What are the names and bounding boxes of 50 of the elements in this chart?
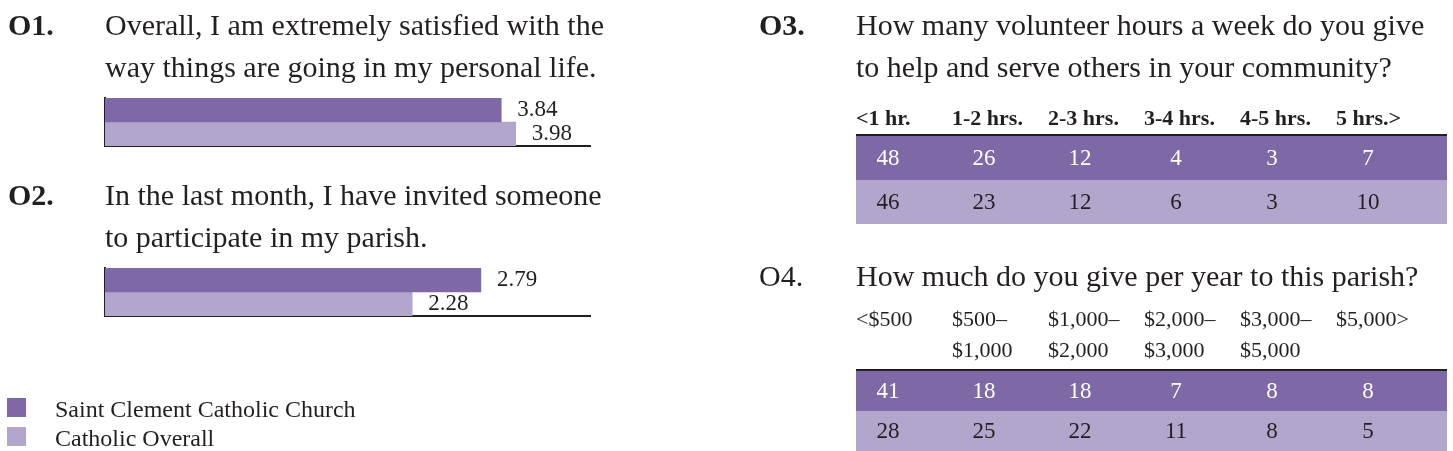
category-label: 1-2 hrs. [952, 104, 1024, 132]
data-label: 2.28 [428, 290, 469, 316]
data-label: 4 [1169, 144, 1183, 172]
data-label: 3 [1265, 188, 1279, 216]
legend-label: Catholic Overall [55, 425, 215, 451]
category-label: $2,000–$3,000 [1144, 305, 1217, 364]
data-label: 18 [1067, 377, 1093, 405]
category-label: <1 hr. [856, 104, 912, 132]
text: How many volunteer hours a week do you give to help and serve others in your community? [856, 7, 1426, 85]
text: How much do you give per year to this parish? [856, 258, 1420, 294]
category-label: $5,000> [1336, 305, 1410, 333]
category-label: 2-3 hrs. [1048, 104, 1120, 132]
data-label: 23 [971, 188, 997, 216]
data-label: 3.98 [531, 120, 572, 146]
category-label: $500–$1,000 [952, 305, 1014, 364]
chart-title: O2. [8, 177, 54, 213]
data-label: 3.84 [517, 96, 559, 122]
data-label: 48 [875, 144, 901, 172]
data-label: 26 [971, 144, 997, 172]
data-label: 22 [1067, 417, 1093, 445]
data-label: 6 [1169, 188, 1183, 216]
category-label: 4-5 hrs. [1240, 104, 1312, 132]
data-label: 41 [875, 377, 901, 405]
category-label: 5 hrs.> [1336, 104, 1403, 132]
legend-label: Saint Clement Catholic Church [55, 396, 356, 422]
data-label: 2.79 [496, 266, 538, 292]
data-label: 8 [1265, 417, 1279, 445]
data-label: 25 [971, 417, 997, 445]
category-label: <$500 [856, 305, 914, 333]
data-label: 18 [971, 377, 997, 405]
data-label: 12 [1067, 144, 1093, 172]
chart-subtitle: In the last month, I have invited someone to participate in my parish. [105, 177, 603, 255]
text: O3. [759, 7, 805, 43]
data-label: 8 [1265, 377, 1279, 405]
data-label: 46 [875, 188, 901, 216]
data-label: 12 [1067, 188, 1093, 216]
category-label: 3-4 hrs. [1144, 104, 1216, 132]
chart-title: O1. [8, 7, 54, 43]
data-label: 7 [1361, 144, 1375, 172]
text: O4. [759, 258, 804, 294]
data-label: 11 [1163, 417, 1189, 445]
data-label: 8 [1361, 377, 1375, 405]
data-label: 3 [1265, 144, 1279, 172]
category-label: $3,000–$5,000 [1240, 305, 1313, 364]
data-label: 10 [1355, 188, 1381, 216]
category-label: $1,000–$2,000 [1048, 305, 1121, 364]
data-label: 5 [1361, 417, 1375, 445]
data-label: 7 [1169, 377, 1183, 405]
data-label: 28 [875, 417, 901, 445]
chart-subtitle: Overall, I am extremely satisfied with the way things are going in my personal life. [105, 7, 605, 85]
